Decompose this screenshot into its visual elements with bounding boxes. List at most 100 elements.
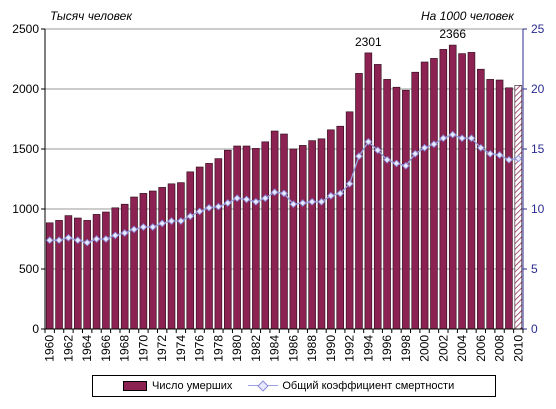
y-left-tick-label: 2500 (12, 22, 39, 36)
x-tick-label: 2006 (474, 335, 488, 362)
x-tick-label: 1992 (343, 335, 357, 362)
y-right-tick-label: 25 (531, 22, 545, 36)
rate-point-1980 (233, 194, 241, 203)
bar-1998 (402, 89, 410, 330)
x-tick-label: 1960 (43, 335, 57, 362)
bar-1963 (74, 217, 82, 330)
rate-point-1977 (205, 203, 213, 212)
bar-1967 (111, 207, 120, 330)
x-tick-label: 2010 (511, 335, 525, 362)
bar-2002 (439, 49, 448, 330)
legend-item-deaths: Число умерших (93, 380, 232, 392)
bar-1969 (130, 196, 138, 330)
bar-1994 (364, 52, 373, 330)
rate-point-1970 (139, 223, 148, 231)
bar-1979 (224, 149, 232, 330)
bar-1989 (317, 138, 326, 330)
bar-1977 (205, 163, 213, 330)
rate-point-2000 (420, 143, 429, 152)
rate-point-2006 (476, 143, 485, 152)
bar-1968 (120, 203, 129, 330)
rate-point-1961 (55, 236, 63, 245)
rate-point-2001 (430, 140, 438, 149)
rate-point-1976 (195, 207, 204, 216)
bar-2007 (486, 79, 494, 330)
bar-1988 (308, 140, 316, 330)
rate-point-1995 (373, 146, 382, 155)
x-tick-label: 1970 (136, 335, 150, 362)
bar-1978 (214, 158, 223, 330)
x-tick-label: 2008 (493, 335, 507, 362)
bar-1971 (149, 190, 157, 330)
rate-point-1975 (186, 212, 195, 221)
x-tick-label: 1962 (61, 335, 75, 362)
y-right-tick-label: 10 (531, 202, 545, 216)
x-tick-label: 1978 (211, 335, 225, 362)
rate-point-1982 (252, 197, 260, 206)
legend-item-rate: Общий коэффициент смертности (232, 380, 454, 392)
bar-1996 (383, 79, 391, 330)
rate-point-1988 (308, 197, 316, 206)
rate-point-1963 (73, 236, 82, 245)
bar-2009 (505, 87, 513, 330)
rate-point-1999 (411, 149, 420, 158)
rate-point-1972 (158, 219, 166, 228)
rate-point-1969 (130, 225, 138, 234)
bar-1964 (83, 220, 91, 330)
bar-1983 (261, 141, 270, 330)
rate-point-1973 (167, 217, 176, 225)
rate-point-1984 (270, 188, 279, 197)
bar-1986 (289, 148, 298, 330)
rate-point-1992 (345, 179, 354, 188)
rate-point-1987 (298, 199, 307, 207)
rate-point-1996 (383, 155, 391, 164)
bar-2003 (448, 44, 457, 330)
x-tick-label: 1974 (174, 335, 188, 362)
x-tick-label: 1998 (399, 335, 413, 362)
x-tick-label: 1986 (286, 335, 300, 362)
y-right-tick-label: 0 (531, 322, 538, 336)
bar-1987 (298, 145, 307, 330)
bar-1976 (195, 166, 204, 330)
rate-point-1989 (317, 197, 326, 206)
legend-bar-swatch (123, 381, 147, 391)
annotation-1994: 2301 (355, 35, 382, 49)
bar-1982 (252, 148, 260, 330)
bar-1970 (139, 193, 148, 330)
y-left-tick-label: 500 (19, 262, 39, 276)
x-tick-label: 1964 (80, 335, 94, 362)
rate-point-1979 (223, 199, 232, 207)
bar-1985 (280, 133, 288, 330)
bar-2005 (467, 52, 476, 330)
bar-2006 (477, 68, 485, 330)
rate-point-2008 (495, 151, 504, 159)
bar-2008 (495, 79, 504, 330)
x-tick-label: 1994 (361, 335, 375, 362)
rate-point-1985 (280, 189, 288, 198)
x-tick-label: 2004 (455, 335, 469, 362)
y-right-axis-title: На 1000 человек (421, 9, 514, 23)
bar-1980 (233, 145, 241, 330)
bar-1974 (177, 182, 185, 330)
x-tick-label: 1966 (99, 335, 113, 362)
rate-point-1966 (102, 235, 110, 243)
bar-1984 (270, 130, 279, 330)
bar-1962 (64, 215, 73, 330)
bar-2004 (458, 53, 466, 330)
bar-1991 (336, 125, 345, 330)
y-right-tick-label: 5 (531, 262, 538, 276)
bar-1992 (345, 111, 354, 330)
x-tick-label: 1982 (249, 335, 263, 362)
rate-point-1981 (242, 195, 251, 204)
x-tick-label: 1988 (305, 335, 319, 362)
x-tick-label: 2000 (418, 335, 432, 362)
bar-1990 (327, 129, 335, 330)
bar-1997 (392, 86, 401, 330)
rate-point-1993 (355, 152, 363, 161)
bar-1973 (167, 183, 176, 330)
rate-point-1986 (289, 200, 298, 209)
y-left-axis-title: Тысяч человек (50, 9, 132, 23)
legend-label-deaths: Число умерших (152, 380, 233, 392)
rate-point-1965 (92, 235, 101, 243)
bar-2000 (420, 61, 429, 330)
